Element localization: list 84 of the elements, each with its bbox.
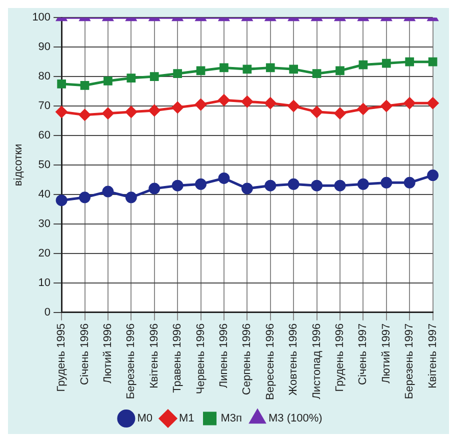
x-tick-label: Грудень 1995 [56,323,68,392]
x-tick-label: Січень 1996 [78,323,91,385]
x-tick-label: Вересень 1996 [264,323,276,400]
x-tick-label: Березень 1997 [404,323,416,400]
point [220,63,228,72]
y-tick-label: 50 [38,159,51,172]
point [336,66,344,76]
y-tick-label: 100 [32,12,51,24]
x-tick-label: Квітень 1996 [148,323,160,388]
y-tick-label: 30 [38,218,51,230]
point [404,176,416,188]
y-tick-label: 10 [38,276,51,289]
legend-label: M1 [178,412,194,425]
point [405,57,414,66]
point [288,178,300,190]
point [172,180,184,192]
point [357,178,369,190]
point [173,69,182,78]
point [334,108,346,120]
point [264,97,276,109]
x-tick-label: Серпень 1996 [241,323,254,395]
point [195,98,207,110]
point [428,57,438,66]
y-tick-label: 40 [38,188,51,200]
point [126,74,136,82]
point [264,180,276,192]
y-tick-label: 90 [38,41,51,54]
y-axis-title: відсотки [12,144,25,186]
point [311,106,323,118]
point [102,186,114,198]
x-tick-label: Березень 1996 [125,323,138,400]
y-tick-label: 60 [38,130,51,142]
point [150,72,159,81]
point [79,109,91,121]
point [380,176,392,188]
point [125,192,137,204]
point [334,180,346,192]
point [427,170,439,182]
point [57,79,66,88]
point [196,66,206,76]
point [312,69,322,78]
point [357,103,369,115]
x-tick-label: Листопад 1996 [310,323,323,400]
point [311,180,323,192]
x-tick-label: Жовтень 1996 [288,323,300,396]
point [56,106,68,118]
point [358,60,368,70]
x-tick-label: Лютий 1997 [380,323,392,384]
point [242,64,252,74]
point [195,178,207,190]
legend-label: M3 (100%) [268,412,322,425]
x-tick-label: Лютий 1996 [102,323,114,384]
point [288,100,300,112]
point [104,76,112,86]
point [218,94,230,106]
point [148,104,160,116]
y-tick-label: 0 [44,306,51,318]
y-tick-label: 70 [38,100,51,112]
point [241,182,253,194]
y-tick-label: 80 [38,70,51,83]
legend-label: M0 [137,412,152,425]
point [172,102,184,114]
point [80,80,90,90]
point [125,106,137,118]
point [56,194,68,206]
point [289,64,298,74]
point [79,192,91,204]
x-tick-label: Червень 1996 [194,323,207,394]
x-tick-label: Січень 1997 [357,323,370,385]
legend-label: M3п [220,412,242,425]
point [102,108,114,120]
point [148,182,160,194]
point [380,100,392,112]
point [218,172,230,184]
x-tick-label: Липень 1996 [218,323,230,388]
point [382,58,391,68]
point [427,97,439,109]
x-tick-label: Травень 1996 [172,323,184,393]
point [266,63,275,72]
point [241,96,253,108]
y-tick-label: 20 [38,247,51,260]
x-tick-label: Квітень 1997 [426,323,439,388]
x-tick-label: Грудень 1996 [334,323,346,392]
point [404,97,416,109]
